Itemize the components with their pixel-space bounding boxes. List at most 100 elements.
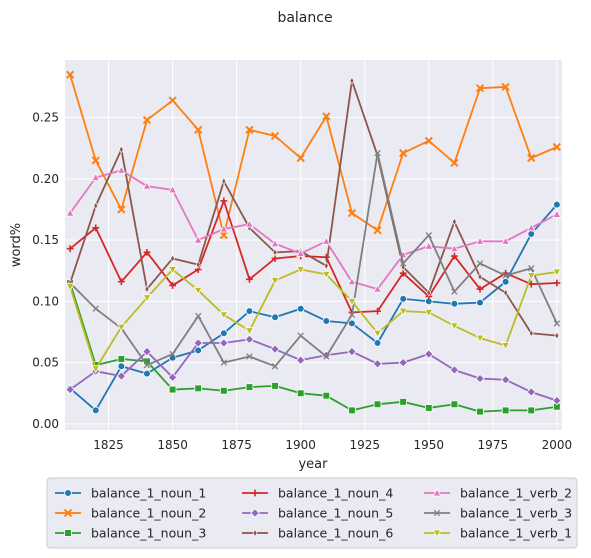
series-line: [69, 268, 558, 370]
data-point: [143, 361, 151, 369]
data-point: [66, 245, 74, 253]
data-point: [117, 205, 126, 214]
data-point: [424, 308, 434, 318]
data-point: [168, 266, 178, 275]
data-point: [398, 357, 408, 368]
data-point: [296, 389, 305, 398]
data-point: [527, 406, 536, 415]
x-tick-label: 1850: [157, 438, 188, 452]
data-point: [476, 298, 484, 307]
data-point: [246, 353, 253, 360]
legend-item: balance_1_noun_3: [55, 526, 206, 541]
data-point: [143, 369, 151, 378]
data-point: [373, 284, 383, 293]
data-point: [142, 115, 152, 125]
chart-title: balance: [277, 10, 332, 26]
data-point: [475, 236, 485, 245]
x-tick-label: 1975: [478, 438, 509, 452]
data-point: [500, 375, 511, 385]
data-point: [347, 346, 357, 357]
data-point: [92, 224, 100, 232]
data-point: [244, 219, 254, 228]
legend-marker: [251, 489, 259, 497]
data-point: [142, 181, 152, 190]
data-point: [220, 329, 228, 338]
data-point: [374, 149, 381, 157]
data-point: [476, 285, 484, 293]
y-tick-label: 0.00: [32, 417, 59, 431]
data-point: [501, 277, 510, 286]
data-point: [399, 260, 407, 267]
data-point: [167, 372, 178, 383]
legend-item: balance_1_verb_3: [424, 506, 572, 521]
legend: balance_1_noun_1 balance_1_noun_2 balance_…: [46, 477, 578, 549]
data-point: [347, 209, 357, 218]
data-point: [142, 294, 152, 303]
data-point: [219, 311, 229, 320]
x-tick-label: 1900: [285, 438, 316, 452]
data-point: [65, 208, 75, 217]
data-point: [449, 322, 459, 331]
data-point: [347, 276, 357, 286]
data-point: [501, 82, 510, 92]
legend-label: balance_1_noun_6: [278, 526, 393, 541]
data-point: [296, 248, 306, 257]
legend-label: balance_1_verb_3: [460, 506, 572, 521]
data-point: [169, 350, 176, 358]
series-balance_1_noun_5: [65, 334, 562, 406]
data-point: [502, 272, 509, 279]
series-line: [69, 152, 558, 368]
data-point: [424, 349, 434, 359]
data-point: [424, 241, 434, 250]
data-point: [194, 384, 203, 393]
data-point: [349, 76, 355, 85]
data-point: [503, 288, 509, 297]
data-point: [193, 338, 203, 348]
data-point: [323, 353, 330, 360]
legend-item: balance_1_noun_5: [242, 506, 393, 521]
data-point: [195, 312, 202, 320]
legend-label: balance_1_noun_1: [91, 486, 206, 501]
legend-marker: [64, 529, 72, 537]
data-point: [348, 319, 356, 328]
data-point: [372, 359, 383, 369]
data-point: [245, 383, 254, 391]
legend-marker: [63, 508, 73, 518]
data-point: [270, 277, 280, 286]
data-point: [348, 406, 356, 415]
legend-item: balance_1_verb_2: [424, 486, 572, 501]
legend-label: balance_1_noun_3: [91, 526, 206, 541]
data-point: [321, 271, 331, 280]
data-point: [400, 263, 406, 272]
data-point: [528, 329, 534, 338]
legend-marker: [250, 508, 260, 518]
y-tick-label: 0.15: [32, 233, 59, 247]
y-tick-label: 0.20: [32, 172, 59, 186]
series-balance_1_verb_1: [65, 266, 562, 374]
data-point: [246, 275, 253, 283]
legend-item: balance_1_noun_6: [242, 526, 393, 541]
data-point: [373, 339, 382, 347]
data-point: [219, 338, 229, 348]
data-point: [270, 344, 280, 354]
series-line: [69, 169, 558, 291]
legend-label: balance_1_noun_5: [278, 506, 393, 521]
data-point: [552, 395, 562, 406]
data-point: [450, 300, 459, 308]
data-point: [527, 230, 536, 238]
data-point: [195, 260, 201, 269]
data-point: [168, 96, 177, 105]
data-point: [219, 224, 229, 233]
data-point: [245, 125, 254, 134]
data-point: [477, 272, 483, 281]
data-point: [450, 400, 459, 409]
data-point: [296, 304, 305, 313]
data-point: [501, 236, 511, 245]
legend-item: balance_1_noun_1: [55, 486, 206, 501]
data-point: [553, 200, 561, 209]
data-point: [452, 217, 457, 226]
data-point: [245, 307, 254, 315]
data-point: [297, 332, 304, 339]
data-point: [65, 283, 75, 292]
